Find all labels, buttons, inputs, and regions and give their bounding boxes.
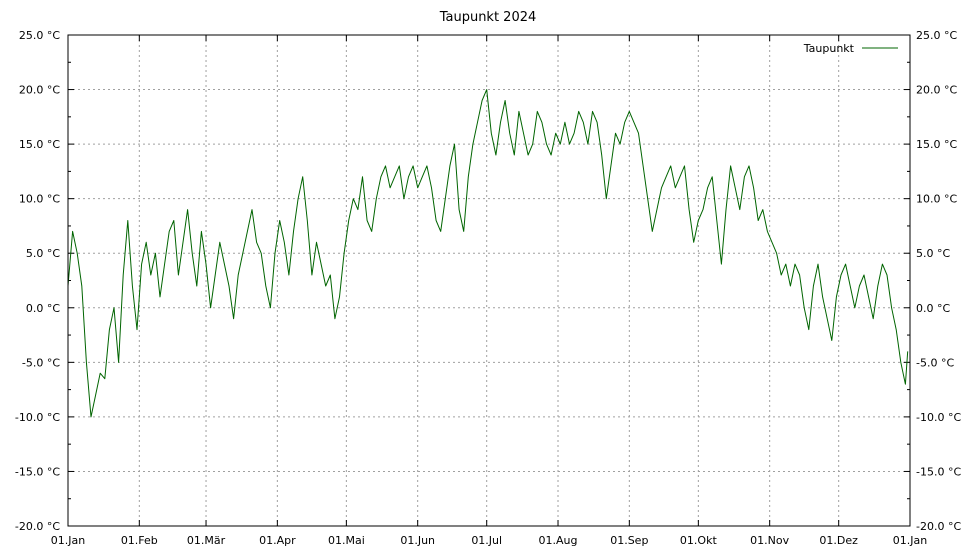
y-tick-label-right: 10.0 °C — [916, 193, 957, 206]
y-tick-label-right: 15.0 °C — [916, 138, 957, 151]
x-tick-label: 01.Jun — [400, 534, 435, 547]
y-tick-label-right: 20.0 °C — [916, 84, 957, 97]
x-tick-label: 01.Dez — [819, 534, 858, 547]
x-tick-label: 01.Jan — [893, 534, 927, 547]
y-tick-label-left: -5.0 °C — [22, 356, 60, 369]
x-tick-label: 01.Aug — [539, 534, 578, 547]
x-tick-label: 01.Okt — [680, 534, 718, 547]
y-tick-label-left: 10.0 °C — [19, 193, 60, 206]
y-tick-label-left: -15.0 °C — [15, 465, 60, 478]
x-tick-labels: 01.Jan 01.Feb 01.Mär 01.Apr 01.Mai 01.Jun 01.J… — [51, 534, 927, 547]
y-tick-label-left: 15.0 °C — [19, 138, 60, 151]
x-tick-label: 01.Mär — [187, 534, 226, 547]
series-layer — [67, 89, 909, 418]
y-tick-label-right: -10.0 °C — [916, 411, 961, 424]
x-tick-label: 01.Apr — [259, 534, 296, 547]
y-tick-label-right: -5.0 °C — [916, 356, 954, 369]
x-tick-label: 01.Sep — [610, 534, 648, 547]
y-tick-label-right: 25.0 °C — [916, 29, 957, 42]
grid — [68, 35, 910, 526]
x-tick-label: 01.Feb — [121, 534, 158, 547]
y-tick-label-left: -20.0 °C — [15, 520, 60, 533]
x-tick-label: 01.Jul — [471, 534, 502, 547]
y-tick-labels: -20.0 °C -20.0 °C -15.0 °C -15.0 °C -10.0 °C… — [15, 29, 962, 533]
plot-frame — [67, 34, 911, 527]
y-tick-label-left: 0.0 °C — [26, 302, 60, 315]
y-tick-label-right: -20.0 °C — [916, 520, 961, 533]
y-tick-label-left: 5.0 °C — [26, 247, 60, 260]
y-tick-label-right: -15.0 °C — [916, 465, 961, 478]
y-tick-label-left: 25.0 °C — [19, 29, 60, 42]
y-tick-label-right: 5.0 °C — [916, 247, 950, 260]
y-tick-label-left: -10.0 °C — [15, 411, 60, 424]
x-tick-label: 01.Jan — [51, 534, 85, 547]
legend: Taupunkt — [803, 42, 898, 55]
legend-label: Taupunkt — [803, 42, 855, 55]
x-tick-label: 01.Mai — [328, 534, 365, 547]
y-tick-label-right: 0.0 °C — [916, 302, 950, 315]
x-tick-label: 01.Nov — [750, 534, 789, 547]
y-tick-label-left: 20.0 °C — [19, 84, 60, 97]
series-line-taupunkt — [67, 89, 909, 418]
chart-title: Taupunkt 2024 — [439, 10, 537, 25]
